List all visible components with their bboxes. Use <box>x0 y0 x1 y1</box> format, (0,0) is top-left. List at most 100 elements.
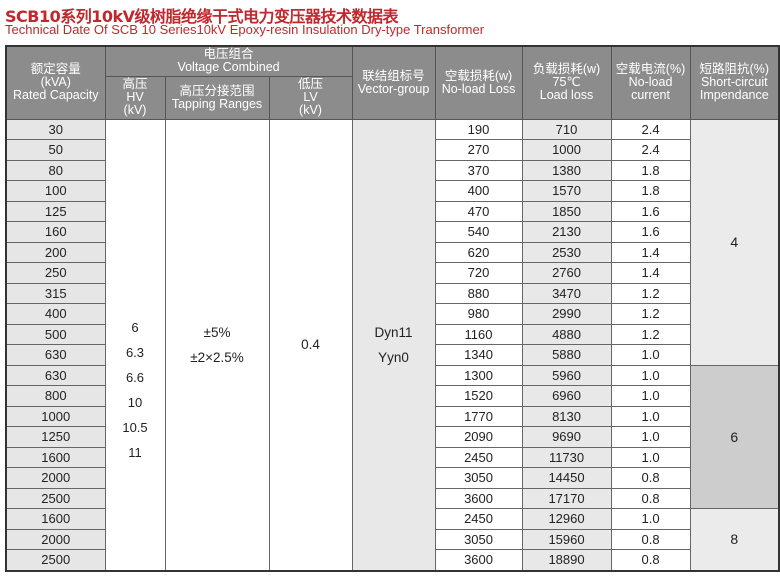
load-loss-cell: 1570 <box>521 180 612 202</box>
tapping-value: ±2×2.5% <box>190 349 244 365</box>
load-loss-cell: 5880 <box>521 344 612 366</box>
load-loss-cell: 17170 <box>521 487 612 509</box>
header-impedance: 短路阻抗(%) Short-circuit Impendance <box>689 45 780 120</box>
capacity-cell: 250 <box>5 262 106 284</box>
table-row: 2000 3050 14450 0.8 <box>5 467 779 489</box>
load-loss-cell: 4880 <box>521 323 612 345</box>
capacity-cell: 2000 <box>5 467 106 489</box>
capacity-cell: 160 <box>5 221 106 243</box>
noload-loss-cell: 1770 <box>434 405 523 427</box>
table-row: 400 980 2990 1.2 <box>5 303 779 325</box>
noload-current-cell: 0.8 <box>610 467 691 489</box>
load-loss-cell: 12960 <box>521 508 612 530</box>
noload-loss-cell: 540 <box>434 221 523 243</box>
load-loss-cell: 2990 <box>521 303 612 325</box>
noload-loss-cell: 880 <box>434 282 523 304</box>
capacity-cell: 400 <box>5 303 106 325</box>
table-row: 630 1340 5880 1.0 <box>5 344 779 366</box>
table-row: 200 620 2530 1.4 <box>5 241 779 263</box>
capacity-cell: 80 <box>5 159 106 181</box>
noload-current-cell: 1.2 <box>610 303 691 325</box>
load-loss-cell: 18890 <box>521 549 612 571</box>
load-loss-cell: 11730 <box>521 446 612 468</box>
noload-current-cell: 1.0 <box>610 344 691 366</box>
load-loss-cell: 2530 <box>521 241 612 263</box>
noload-current-cell: 1.6 <box>610 221 691 243</box>
noload-current-cell: 0.8 <box>610 528 691 550</box>
load-loss-cell: 2760 <box>521 262 612 284</box>
noload-current-cell: 1.0 <box>610 508 691 530</box>
noload-current-cell: 1.8 <box>610 159 691 181</box>
noload-loss-cell: 720 <box>434 262 523 284</box>
noload-current-cell: 1.4 <box>610 241 691 263</box>
noload-loss-cell: 470 <box>434 200 523 222</box>
noload-loss-cell: 3600 <box>434 549 523 571</box>
header-capacity: 额定容量 (kVA) Rated Capacity <box>5 45 106 120</box>
noload-loss-cell: 190 <box>434 118 523 140</box>
table-row: 2500 3600 17170 0.8 <box>5 487 779 509</box>
header-load-loss: 负载损耗(w) 75℃ Load loss <box>521 45 612 120</box>
noload-loss-cell: 2090 <box>434 426 523 448</box>
header-noload-current: 空载电流(%) No-load current <box>610 45 691 120</box>
capacity-cell: 800 <box>5 385 106 407</box>
hv-value: 6 <box>131 319 139 335</box>
load-loss-cell: 2130 <box>521 221 612 243</box>
noload-loss-cell: 400 <box>434 180 523 202</box>
vector-value: Dyn11 <box>374 324 413 340</box>
hv-value: 11 <box>128 444 142 460</box>
table-row: 1000 1770 8130 1.0 <box>5 405 779 427</box>
noload-loss-cell: 1300 <box>434 364 523 386</box>
load-loss-cell: 9690 <box>521 426 612 448</box>
noload-current-cell: 1.4 <box>610 262 691 284</box>
capacity-cell: 200 <box>5 241 106 263</box>
noload-loss-cell: 2450 <box>434 446 523 468</box>
noload-current-cell: 1.6 <box>610 200 691 222</box>
load-loss-cell: 15960 <box>521 528 612 550</box>
noload-current-cell: 1.0 <box>610 405 691 427</box>
noload-current-cell: 1.2 <box>610 323 691 345</box>
capacity-cell: 1600 <box>5 446 106 468</box>
noload-loss-cell: 1160 <box>434 323 523 345</box>
header-lv: 低压 LV (kV) <box>268 75 353 120</box>
capacity-cell: 1600 <box>5 508 106 530</box>
tapping-cell: ±5% ±2×2.5% <box>164 118 270 571</box>
noload-current-cell: 1.0 <box>610 385 691 407</box>
tapping-value: ±5% <box>203 324 231 340</box>
hv-value: 10.5 <box>122 419 148 435</box>
capacity-cell: 30 <box>5 118 106 140</box>
table-row: 630 1300 5960 1.0 6 <box>5 364 780 509</box>
noload-loss-cell: 3050 <box>434 467 523 489</box>
noload-current-cell: 0.8 <box>610 487 691 509</box>
impedance-cell: 8 <box>689 508 780 571</box>
noload-current-cell: 0.8 <box>610 549 691 571</box>
noload-loss-cell: 3050 <box>434 528 523 550</box>
table-row: 2500 3600 18890 0.8 <box>5 549 779 571</box>
capacity-cell: 100 <box>5 180 106 202</box>
noload-current-cell: 1.0 <box>610 426 691 448</box>
noload-current-cell: 2.4 <box>610 139 691 161</box>
noload-current-cell: 1.8 <box>610 180 691 202</box>
page-subtitle: Technical Date Of SCB 10 Series10kV Epox… <box>5 22 485 37</box>
hv-cell: 6 6.3 6.6 10 10.5 11 <box>104 118 166 571</box>
load-loss-cell: 5960 <box>521 364 612 386</box>
hv-value: 10 <box>127 394 143 410</box>
header-voltage: 电压组合 Voltage Combined <box>104 45 353 77</box>
noload-current-cell: 1.0 <box>610 446 691 468</box>
header-noload-loss: 空载损耗(w) No-load Loss <box>434 45 523 120</box>
noload-loss-cell: 1520 <box>434 385 523 407</box>
load-loss-cell: 1850 <box>521 200 612 222</box>
table-row: 1600 2450 12960 1.0 8 <box>5 508 780 571</box>
capacity-cell: 2500 <box>5 549 106 571</box>
noload-loss-cell: 1340 <box>434 344 523 366</box>
impedance-cell: 6 <box>689 364 780 509</box>
capacity-cell: 315 <box>5 282 106 304</box>
table-row: 30 6 6.3 6.6 10 10.5 11 ±5% ±2×2.5% 0.4 Dyn11 Yyn0 1… <box>5 118 780 571</box>
vector-group-cell: Dyn11 Yyn0 <box>351 118 436 571</box>
noload-current-cell: 2.4 <box>610 118 691 140</box>
noload-loss-cell: 620 <box>434 241 523 263</box>
capacity-cell: 125 <box>5 200 106 222</box>
load-loss-cell: 14450 <box>521 467 612 489</box>
capacity-cell: 1250 <box>5 426 106 448</box>
spec-table: 额定容量 (kVA) Rated Capacity 电压组合 Voltage Comb… <box>5 45 780 572</box>
hv-value: 6.6 <box>125 369 145 385</box>
